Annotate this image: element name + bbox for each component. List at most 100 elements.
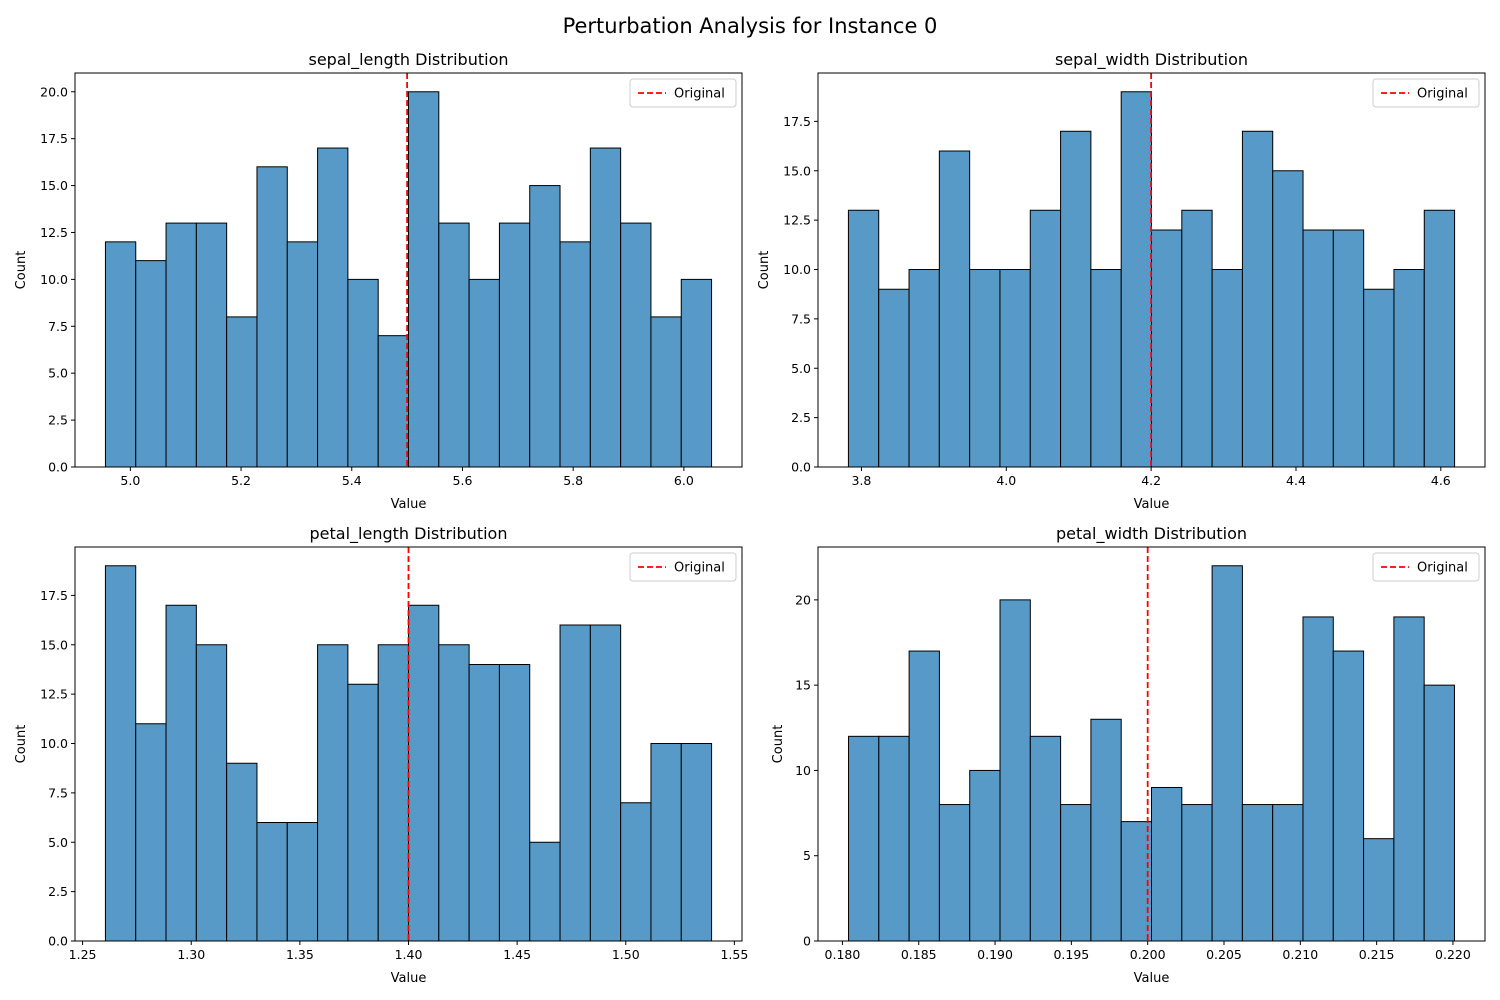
y-tick-label: 5.0 — [48, 366, 68, 381]
histogram-bar — [1060, 130, 1092, 468]
x-tick-label: 4.6 — [1431, 473, 1451, 488]
histogram-bar — [848, 735, 880, 942]
legend-label: Original — [674, 561, 725, 576]
x-tick-label: 4.4 — [1286, 473, 1306, 488]
histogram-bar — [1241, 130, 1274, 468]
figure-title: Perturbation Analysis for Instance 0 — [562, 14, 938, 38]
x-axis-label: Value — [1134, 497, 1170, 512]
histogram-bar — [377, 644, 409, 942]
y-axis-label: Count — [771, 725, 786, 764]
histogram-bar — [165, 604, 197, 942]
y-tick-label: 7.5 — [48, 785, 68, 800]
histogram-bar — [1272, 804, 1304, 942]
histogram-bar — [969, 269, 1001, 468]
legend: Original — [1372, 552, 1480, 582]
histogram-bar — [1332, 650, 1365, 942]
histogram-bar — [1211, 269, 1243, 468]
histogram-bar — [135, 260, 167, 468]
legend-box — [1372, 78, 1480, 108]
histogram-bar — [1423, 684, 1455, 942]
histogram-bar — [938, 804, 971, 942]
y-tick-label: 15.0 — [40, 178, 68, 193]
subplot-title: sepal_width Distribution — [1055, 50, 1248, 70]
y-tick-label: 15 — [795, 678, 811, 693]
x-tick-label: 5.6 — [453, 473, 473, 488]
y-tick-label: 12.5 — [783, 213, 811, 228]
histogram-bar — [468, 664, 500, 942]
x-tick-label: 0.185 — [901, 947, 937, 962]
histogram-bar — [1181, 804, 1213, 942]
histogram-bar — [1029, 735, 1062, 942]
x-axis-label: Value — [391, 971, 427, 986]
x-tick-label: 1.35 — [286, 947, 314, 962]
y-tick-label: 7.5 — [791, 311, 811, 326]
x-tick-label: 0.220 — [1435, 947, 1471, 962]
histogram-bar — [408, 604, 440, 942]
legend-box — [1372, 552, 1480, 582]
histogram-bar — [878, 735, 910, 942]
x-tick-label: 0.205 — [1206, 947, 1242, 962]
y-tick-label: 5 — [803, 848, 811, 863]
legend-label: Original — [1417, 87, 1468, 102]
x-tick-label: 6.0 — [674, 473, 694, 488]
histogram-bar — [650, 316, 682, 468]
legend-label: Original — [674, 87, 725, 102]
histogram-bar — [347, 683, 379, 942]
histogram-bar — [1363, 288, 1395, 468]
histogram-bar — [1029, 209, 1062, 468]
histogram-bar — [938, 150, 971, 468]
x-tick-label: 1.50 — [612, 947, 640, 962]
x-tick-label: 0.190 — [977, 947, 1013, 962]
x-tick-label: 0.180 — [825, 947, 861, 962]
y-tick-label: 10.0 — [40, 736, 68, 751]
subplot-3: 1.25 1.30 1.35 1.40 1.45 1.50 1.55 0.0 2.5 5.0 7.5… — [14, 524, 748, 986]
x-tick-label: 1.40 — [395, 947, 423, 962]
histogram-bar — [999, 269, 1031, 468]
histogram-bar — [680, 278, 713, 468]
histogram-bar — [1302, 616, 1334, 942]
y-tick-label: 0.0 — [48, 460, 68, 475]
y-tick-label: 0.0 — [48, 934, 68, 949]
legend-box — [629, 78, 737, 108]
histogram-bar — [529, 841, 561, 942]
histogram-bar — [286, 241, 319, 468]
legend: Original — [629, 78, 737, 108]
histogram-bar — [908, 269, 940, 468]
histogram-bar — [408, 91, 440, 468]
histogram-bar — [195, 222, 228, 468]
histogram-bar — [650, 743, 682, 942]
histogram-bar — [438, 644, 470, 942]
y-tick-label: 12.5 — [40, 225, 68, 240]
histogram-bar — [529, 185, 561, 468]
legend: Original — [1372, 78, 1480, 108]
histogram-bar — [1060, 804, 1092, 942]
y-tick-label: 12.5 — [40, 687, 68, 702]
histogram-bar — [1181, 209, 1213, 468]
histogram-bar — [195, 644, 228, 942]
histogram-bar — [878, 288, 910, 468]
y-tick-label: 10.0 — [783, 262, 811, 277]
y-tick-label: 0 — [803, 934, 811, 949]
y-tick-label: 10 — [795, 763, 811, 778]
histogram-bar — [468, 278, 500, 468]
x-axis-label: Value — [391, 497, 427, 512]
y-tick-label: 5.0 — [48, 835, 68, 850]
histogram-bar — [1423, 209, 1456, 468]
y-tick-label: 10.0 — [40, 272, 68, 287]
histogram-bar — [1272, 170, 1304, 468]
x-tick-label: 3.8 — [852, 473, 872, 488]
histogram-bar — [165, 222, 197, 468]
y-tick-label: 17.5 — [40, 588, 68, 603]
histogram-bar — [969, 769, 1001, 942]
y-tick-label: 15.0 — [783, 163, 811, 178]
x-tick-label: 1.45 — [503, 947, 531, 962]
histogram-bar — [1151, 229, 1183, 468]
histogram-bar — [1302, 229, 1334, 468]
histogram-bar — [589, 624, 622, 942]
y-axis-label: Count — [14, 251, 29, 290]
subplot-title: petal_length Distribution — [310, 524, 508, 544]
y-tick-label: 5.0 — [791, 361, 811, 376]
y-tick-label: 20 — [795, 592, 811, 607]
histogram-bar — [317, 644, 349, 942]
